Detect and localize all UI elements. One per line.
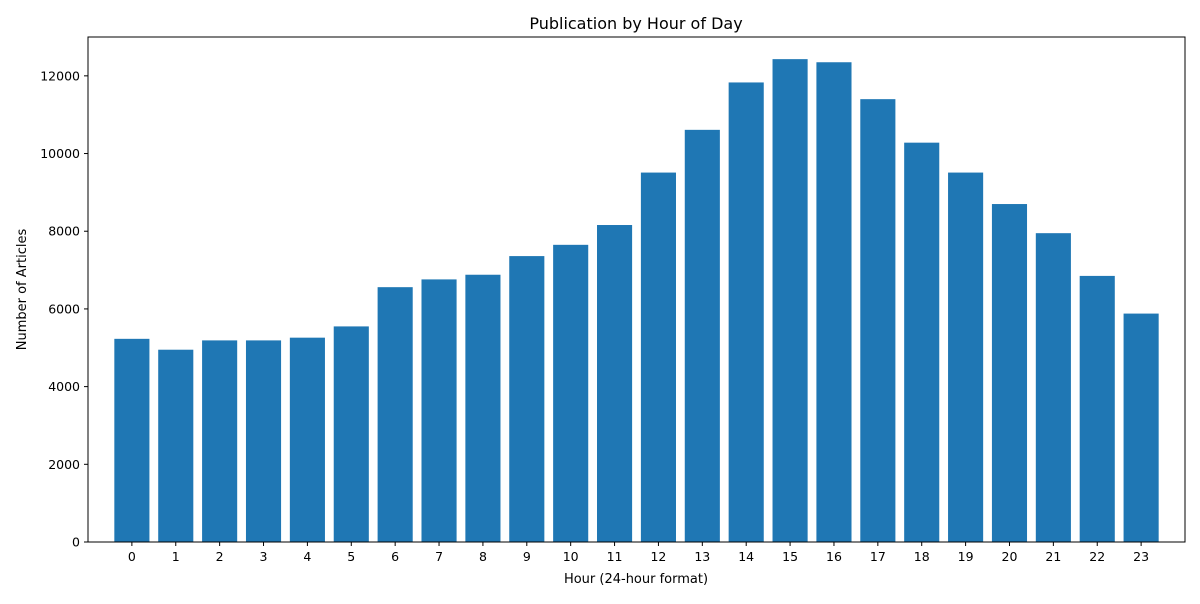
x-tick-label: 5 xyxy=(347,549,355,564)
bar-hour-19 xyxy=(948,172,984,543)
x-tick-label: 1 xyxy=(172,549,180,564)
x-axis-label: Hour (24-hour format) xyxy=(564,572,708,587)
bar-hour-15 xyxy=(772,59,808,543)
x-tick-label: 2 xyxy=(216,549,224,564)
y-tick-label: 2000 xyxy=(48,457,80,472)
x-tick-label: 19 xyxy=(958,549,974,564)
x-tick-label: 13 xyxy=(694,549,710,564)
bar-hour-0 xyxy=(114,338,150,542)
y-axis-label: Number of Articles xyxy=(15,229,30,351)
bar-hour-17 xyxy=(860,99,896,543)
bar-hour-20 xyxy=(991,204,1028,543)
bar-hour-10 xyxy=(553,244,589,543)
x-tick-label: 7 xyxy=(435,549,443,564)
x-tick-label: 6 xyxy=(391,549,399,564)
bar-hour-6 xyxy=(377,287,413,542)
x-axis-ticks: 0 1 2 3 4 5 6 7 8 9 10 11 12 13 14 15 16 17 18 19 20 21 22 23 xyxy=(128,542,1149,564)
x-tick-label: 22 xyxy=(1089,549,1105,564)
x-tick-label: 12 xyxy=(650,549,666,564)
bar-hour-2 xyxy=(202,340,238,542)
y-tick-label: 0 xyxy=(72,535,80,550)
chart-title: Publication by Hour of Day xyxy=(529,14,742,33)
bar-hour-7 xyxy=(421,279,457,542)
bar-hour-13 xyxy=(684,129,720,543)
x-tick-label: 23 xyxy=(1133,549,1149,564)
bar-hour-5 xyxy=(333,326,369,542)
bar-hour-11 xyxy=(597,225,633,542)
bars-group xyxy=(114,59,1159,543)
plot-frame xyxy=(87,36,1186,543)
y-tick-label: 8000 xyxy=(48,224,80,239)
x-tick-label: 18 xyxy=(914,549,930,564)
x-tick-label: 21 xyxy=(1045,549,1061,564)
x-tick-label: 9 xyxy=(523,549,531,564)
y-tick-label: 4000 xyxy=(48,379,80,394)
bar-hour-23 xyxy=(1123,313,1159,542)
bar-hour-22 xyxy=(1079,275,1115,542)
bar-hour-14 xyxy=(728,82,764,542)
bar-hour-8 xyxy=(465,274,501,542)
x-tick-label: 10 xyxy=(563,549,579,564)
y-tick-label: 12000 xyxy=(40,68,80,83)
bar-hour-1 xyxy=(158,349,194,542)
bar-hour-9 xyxy=(509,256,545,542)
bar-hour-12 xyxy=(640,172,676,543)
x-tick-label: 8 xyxy=(479,549,487,564)
x-tick-label: 0 xyxy=(128,549,136,564)
bar-hour-4 xyxy=(289,337,325,542)
x-tick-label: 4 xyxy=(303,549,311,564)
x-tick-label: 3 xyxy=(260,549,268,564)
x-tick-label: 17 xyxy=(870,549,886,564)
bar-hour-21 xyxy=(1035,233,1071,542)
bar-hour-3 xyxy=(245,340,282,542)
bar-hour-18 xyxy=(904,142,940,542)
x-tick-label: 16 xyxy=(826,549,842,564)
y-axis-ticks: 0 2000 4000 6000 8000 10000 12000 xyxy=(40,68,88,550)
x-tick-label: 11 xyxy=(607,549,623,564)
x-tick-label: 15 xyxy=(782,549,798,564)
bar-hour-16 xyxy=(816,62,852,542)
y-tick-label: 6000 xyxy=(48,301,80,316)
x-tick-label: 14 xyxy=(738,549,754,564)
y-tick-label: 10000 xyxy=(40,146,80,161)
x-tick-label: 20 xyxy=(1002,549,1018,564)
